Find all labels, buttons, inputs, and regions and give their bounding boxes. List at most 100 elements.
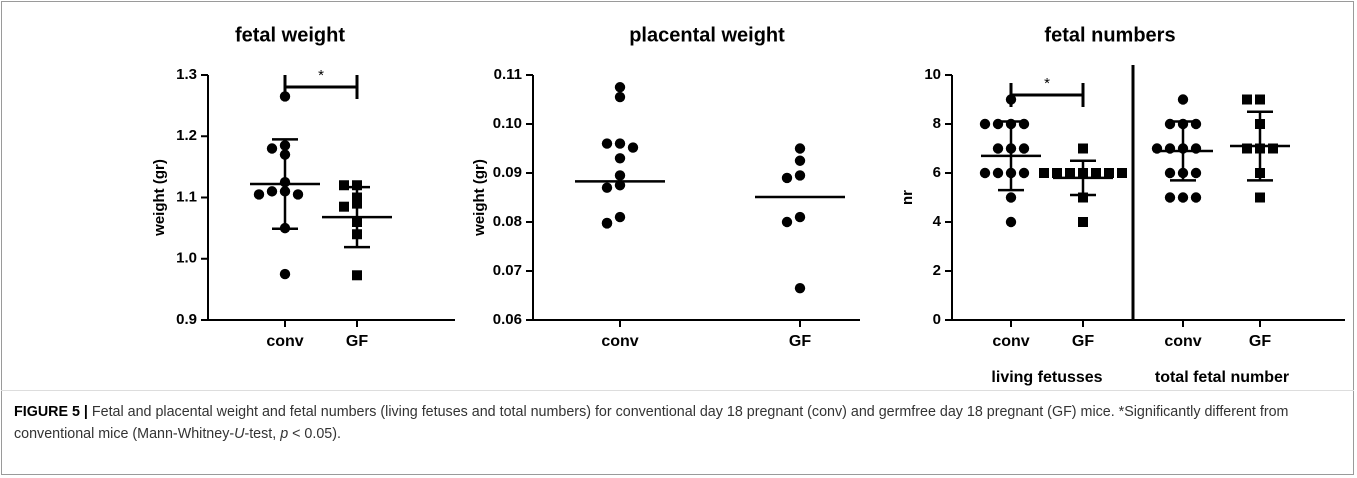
data-point (1078, 192, 1088, 203)
x-tick-label: conv (601, 333, 638, 350)
data-point (992, 167, 1004, 179)
data-point (266, 186, 278, 197)
data-point (1164, 192, 1176, 203)
y-tick-label: 0.9 (176, 311, 197, 328)
data-point (614, 138, 626, 149)
y-tick-label: 8 (933, 115, 941, 132)
caption-text: < 0.05). (288, 426, 341, 442)
data-point (253, 189, 265, 200)
data-point (1078, 143, 1088, 154)
separator (1, 390, 1354, 391)
data-point (601, 218, 613, 229)
y-tick-label: 1.3 (176, 66, 197, 83)
caption-italic: U (234, 426, 245, 442)
data-point (1018, 167, 1030, 179)
data-point (1177, 94, 1189, 105)
y-tick-label: 1.1 (176, 188, 197, 205)
data-point (992, 143, 1004, 154)
x-tick-label: GF (1249, 333, 1271, 350)
data-point (1190, 192, 1202, 203)
caption-label: FIGURE 5 | (14, 404, 88, 420)
data-point (1091, 168, 1101, 178)
significance-label: * (1044, 75, 1050, 92)
y-tick-label: 4 (933, 213, 942, 230)
y-tick-label: 0.06 (493, 311, 522, 328)
data-point (1255, 192, 1265, 203)
caption: FIGURE 5 | Fetal and placental weight an… (14, 401, 1344, 445)
data-point (1065, 168, 1075, 178)
y-axis-label: weight (gr) (471, 159, 488, 237)
group-label: living fetusses (991, 369, 1102, 386)
data-point (266, 143, 278, 154)
caption-text: Fetal and placental weight and fetal num… (14, 404, 1289, 442)
data-point (279, 268, 291, 280)
data-point (979, 118, 991, 130)
data-point (1018, 143, 1030, 154)
x-tick-label: conv (266, 333, 303, 350)
caption-italic: p (280, 426, 289, 442)
x-tick-label: conv (1164, 333, 1201, 350)
data-point (1255, 94, 1265, 105)
data-point (794, 170, 806, 181)
y-tick-label: 0.11 (494, 66, 522, 83)
y-tick-label: 0.07 (493, 262, 522, 279)
chart-title: placental weight (629, 24, 785, 46)
y-tick-label: 0.09 (493, 164, 522, 181)
data-point (1052, 168, 1062, 178)
data-point (1005, 192, 1017, 203)
significance-label: * (318, 67, 324, 84)
x-tick-label: GF (1072, 333, 1094, 350)
data-point (781, 172, 793, 184)
chart-title: fetal weight (235, 24, 345, 46)
data-point (614, 180, 626, 191)
data-point (1117, 168, 1127, 178)
data-point (1164, 167, 1176, 179)
y-tick-label: 2 (933, 262, 941, 279)
y-tick-label: 0 (933, 311, 941, 328)
data-point (352, 270, 362, 281)
y-tick-label: 0.10 (493, 115, 522, 132)
data-point (292, 189, 304, 200)
data-point (614, 170, 626, 181)
data-point (352, 180, 362, 191)
x-tick-label: GF (789, 333, 811, 350)
data-point (627, 142, 639, 153)
data-point (339, 180, 349, 191)
data-point (601, 138, 613, 149)
chart-title: fetal numbers (1044, 24, 1175, 46)
y-tick-label: 1.2 (176, 127, 197, 144)
data-point (339, 201, 349, 212)
data-point (1104, 168, 1114, 178)
data-point (1177, 192, 1189, 203)
figure: fetal weight weight (gr) 0.9 1.0 1.1 1.2 1.3 co… (151, 24, 1345, 386)
data-point (1190, 167, 1202, 179)
y-axis-label: nr (899, 190, 916, 205)
y-axis-label: weight (gr) (151, 159, 168, 237)
y-tick-label: 6 (933, 164, 941, 181)
data-point (1039, 168, 1049, 178)
data-point (1078, 217, 1088, 227)
data-point (781, 216, 793, 228)
data-point (1242, 143, 1252, 154)
data-point (614, 211, 626, 223)
data-point (794, 211, 806, 223)
x-tick-label: conv (992, 333, 1029, 350)
data-point (794, 155, 806, 166)
data-point (1242, 94, 1252, 105)
y-tick-label: 0.08 (493, 213, 522, 230)
data-point (614, 91, 626, 103)
data-point (979, 167, 991, 179)
data-point (1268, 143, 1278, 154)
data-point (794, 143, 806, 154)
group-label: total fetal number (1155, 369, 1289, 386)
data-point (614, 82, 626, 93)
caption-text: -test, (244, 426, 281, 442)
x-tick-label: GF (346, 333, 368, 350)
data-point (601, 182, 613, 193)
data-point (794, 282, 806, 294)
data-point (1005, 216, 1017, 228)
y-tick-label: 1.0 (176, 250, 197, 267)
data-point (614, 153, 626, 164)
y-tick-label: 10 (924, 66, 941, 83)
